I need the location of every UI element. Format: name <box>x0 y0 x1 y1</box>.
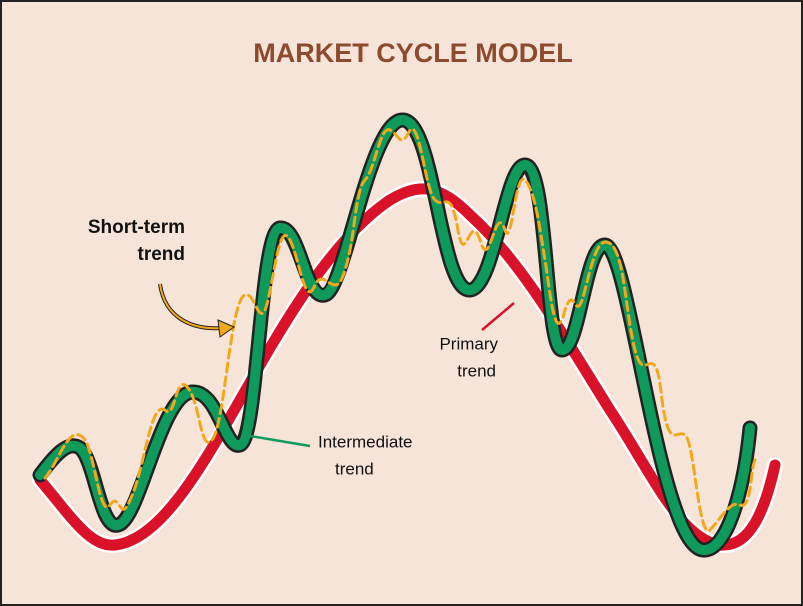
intermediate-trend <box>35 115 755 555</box>
short-term-pointer <box>159 283 223 330</box>
intermediate-label: trend <box>335 459 374 478</box>
short-term-arrowhead <box>217 319 236 338</box>
intermediate-pointer <box>249 434 311 448</box>
short-term-trend <box>43 127 757 533</box>
short-term-label: trend <box>138 244 186 265</box>
intermediate-label: Intermediate <box>318 432 413 451</box>
short-term-label: Short-term <box>88 217 185 238</box>
primary-pointer <box>481 302 515 331</box>
title: MARKET CYCLE MODEL <box>253 38 573 68</box>
primary-label: Primary <box>439 334 498 353</box>
primary-label: trend <box>457 361 496 380</box>
